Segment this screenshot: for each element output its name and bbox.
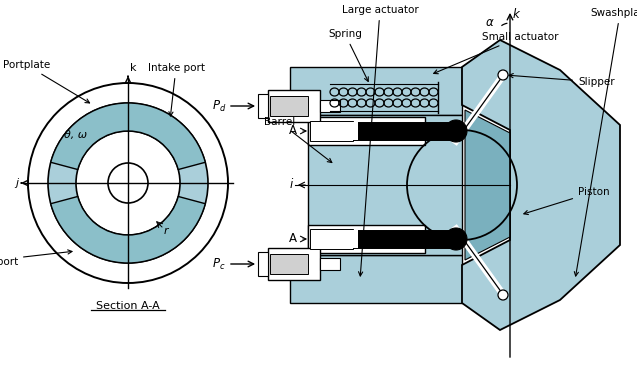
Text: i: i bbox=[290, 178, 293, 191]
Text: k: k bbox=[513, 8, 520, 21]
Text: Discharge port: Discharge port bbox=[0, 250, 72, 267]
Bar bbox=[308, 225, 425, 253]
Polygon shape bbox=[462, 40, 620, 330]
Text: A: A bbox=[289, 124, 297, 138]
Bar bbox=[310, 121, 353, 141]
Text: θ, ω: θ, ω bbox=[64, 130, 87, 140]
Text: Piston: Piston bbox=[524, 187, 610, 215]
Bar bbox=[320, 100, 340, 112]
Text: $P_c$: $P_c$ bbox=[213, 256, 226, 272]
Bar bbox=[270, 254, 308, 274]
Text: Portplate: Portplate bbox=[3, 60, 90, 103]
Bar bbox=[268, 90, 320, 122]
Circle shape bbox=[76, 131, 180, 235]
Wedge shape bbox=[51, 103, 205, 170]
Text: Spring: Spring bbox=[328, 29, 368, 81]
Circle shape bbox=[498, 70, 508, 80]
Bar bbox=[308, 115, 462, 255]
Polygon shape bbox=[290, 255, 462, 303]
Bar bbox=[348, 122, 358, 140]
Circle shape bbox=[445, 120, 467, 142]
Bar bbox=[270, 96, 308, 116]
Text: j: j bbox=[15, 178, 18, 188]
Bar bbox=[320, 258, 340, 270]
Circle shape bbox=[445, 228, 467, 250]
Text: Barrel: Barrel bbox=[264, 117, 332, 163]
Wedge shape bbox=[51, 197, 205, 263]
Polygon shape bbox=[465, 110, 510, 260]
Text: $P_d$: $P_d$ bbox=[211, 99, 226, 114]
Bar bbox=[268, 248, 320, 280]
Bar bbox=[310, 229, 353, 249]
Bar bbox=[308, 117, 425, 145]
Circle shape bbox=[498, 290, 508, 300]
Text: Small actuator: Small actuator bbox=[434, 32, 558, 74]
Text: Intake port: Intake port bbox=[148, 63, 204, 116]
Bar bbox=[353, 230, 455, 248]
Polygon shape bbox=[290, 67, 462, 115]
Text: Section A-A: Section A-A bbox=[96, 301, 160, 311]
Circle shape bbox=[28, 83, 228, 283]
Bar bbox=[258, 252, 268, 276]
Text: k: k bbox=[130, 63, 136, 73]
Text: Slipper: Slipper bbox=[509, 74, 615, 87]
Text: A: A bbox=[289, 233, 297, 245]
Bar bbox=[258, 94, 268, 118]
Circle shape bbox=[48, 103, 208, 263]
Text: Large actuator: Large actuator bbox=[341, 5, 419, 276]
Bar bbox=[348, 230, 358, 248]
Text: r: r bbox=[164, 226, 169, 236]
Text: Swashplate: Swashplate bbox=[575, 8, 637, 276]
Bar bbox=[353, 122, 455, 140]
Text: α: α bbox=[486, 16, 494, 29]
Circle shape bbox=[108, 163, 148, 203]
